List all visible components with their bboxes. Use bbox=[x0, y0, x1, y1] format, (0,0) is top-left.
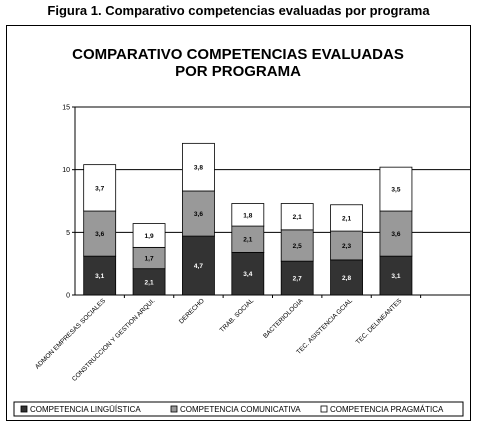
bar-segment bbox=[83, 164, 117, 212]
legend-swatch bbox=[20, 405, 28, 413]
bar-segment bbox=[132, 223, 166, 248]
data-label: 1,8 bbox=[243, 212, 252, 219]
data-label: 3,1 bbox=[391, 273, 400, 280]
data-label: 1,9 bbox=[145, 233, 154, 240]
category-label: CONSTRUCCION Y GESTION ARQUI. bbox=[71, 297, 157, 383]
data-label: 3,6 bbox=[95, 231, 104, 238]
legend-swatch bbox=[170, 405, 178, 413]
legend-entry: COMPETENCIA PRAGMÁTICA bbox=[330, 405, 444, 414]
y-tick-label: 0 bbox=[66, 293, 70, 300]
bars: 3,1 3,6 3,7 2,1 1,7 1,9 4,7 3,6 3,8 3,4 2,1 1,8 2,7 2… bbox=[83, 142, 413, 296]
legend-box bbox=[13, 401, 464, 417]
bar-segment bbox=[379, 166, 413, 212]
chart-title-line-2: POR PROGRAMA bbox=[175, 63, 301, 80]
y-tick-label: 5 bbox=[66, 230, 70, 237]
data-label: 3,6 bbox=[391, 231, 400, 238]
bar-segment bbox=[379, 210, 413, 257]
data-label: 3,8 bbox=[194, 165, 203, 172]
bar-segment bbox=[330, 230, 363, 261]
bar-segment bbox=[132, 268, 166, 296]
category-label: TEC. DELINEANTES bbox=[355, 297, 404, 346]
bar-segment bbox=[280, 203, 314, 231]
bar-segment bbox=[231, 203, 265, 227]
category-label: TEC. ASISTENCIA GCIAL bbox=[295, 297, 354, 356]
chart-frame: COMPARATIVO COMPETENCIAS EVALUADAS POR PR… bbox=[6, 25, 471, 421]
data-label: 3,6 bbox=[194, 211, 203, 218]
data-label: 2,5 bbox=[293, 243, 302, 250]
data-label: 4,7 bbox=[194, 263, 203, 270]
data-label: 2,1 bbox=[243, 237, 252, 244]
bar-segment bbox=[379, 255, 413, 296]
data-label: 2,1 bbox=[293, 214, 302, 221]
category-label: TRAB. SOCIAL bbox=[219, 297, 256, 334]
category-label: DERECHO bbox=[178, 297, 206, 325]
data-label: 3,5 bbox=[391, 187, 400, 194]
data-label: 2,1 bbox=[145, 279, 154, 286]
data-label: 2,7 bbox=[293, 276, 302, 283]
bar-segment bbox=[182, 190, 215, 237]
data-label: 3,1 bbox=[95, 273, 104, 280]
data-label: 3,7 bbox=[95, 185, 104, 192]
bar-segment bbox=[182, 142, 215, 192]
data-label: 3,4 bbox=[243, 271, 252, 278]
legend-entry: COMPETENCIA COMUNICATIVA bbox=[180, 405, 301, 414]
data-label: 2,3 bbox=[342, 243, 351, 250]
y-tick-label: 15 bbox=[62, 105, 70, 112]
category-label: BACTERIOLOGIA bbox=[262, 297, 305, 340]
bar-segment bbox=[330, 204, 363, 232]
data-label: 2,1 bbox=[342, 215, 351, 222]
bar-segment bbox=[182, 235, 215, 296]
figure-caption: Figura 1. Comparativo competencias evalu… bbox=[47, 3, 430, 18]
legend-entry: COMPETENCIA LINGÜÍSTICA bbox=[30, 405, 141, 414]
bar-segment bbox=[83, 210, 117, 257]
data-label: 2,8 bbox=[342, 275, 351, 282]
y-tick-label: 10 bbox=[62, 167, 70, 174]
legend: COMPETENCIA LINGÜÍSTICA COMPETENCIA COMUN… bbox=[13, 401, 464, 417]
bar-segment bbox=[83, 255, 117, 296]
chart-title-line-1: COMPARATIVO COMPETENCIAS EVALUADAS bbox=[72, 46, 404, 63]
bar-segment bbox=[280, 229, 314, 262]
legend-swatch bbox=[320, 405, 328, 413]
bar-segment bbox=[231, 225, 265, 253]
bar-segment bbox=[231, 251, 265, 296]
bar-segment bbox=[280, 260, 314, 296]
data-label: 1,7 bbox=[145, 256, 154, 263]
